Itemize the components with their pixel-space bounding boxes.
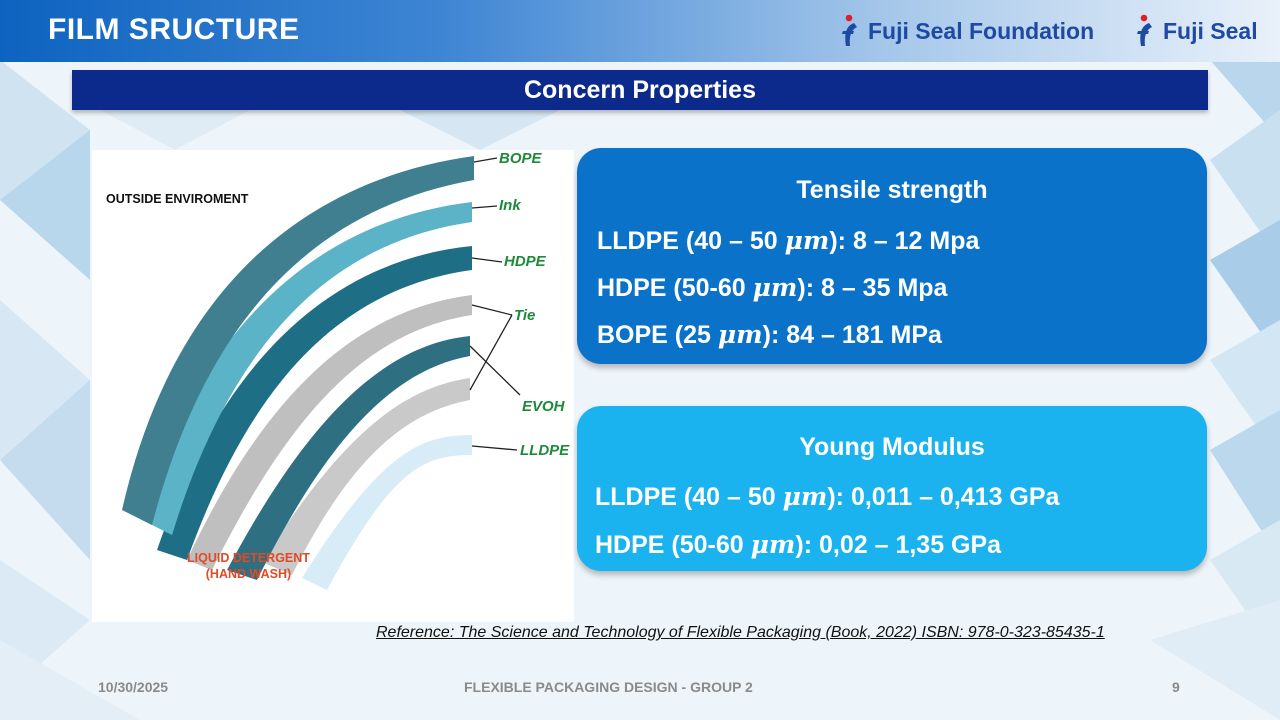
layer-label-evoh: EVOH [522,398,565,415]
liquid-detergent-label-line1: LIQUID DETERGENT [187,551,310,565]
layer-label-lldpe: LLDPE [520,442,570,459]
fuji-seal-mark-icon [1137,14,1152,46]
micrometer-unit: μm [782,482,828,511]
layer-bope [122,156,474,525]
layer-label-bope: BOPE [499,150,542,167]
fuji-seal-foundation-logo-text: Fuji Seal Foundation [868,17,1095,44]
tensile-line-hdpe: HDPE (50-60 μm): 8 – 35 Mpa [597,273,948,302]
tensile-line-lldpe: LLDPE (40 – 50 μm): 8 – 12 Mpa [597,226,980,255]
page-title: FILM SRUCTURE [48,13,300,46]
tensile-strength-panel: Tensile strength LLDPE (40 – 50 μm): 8 –… [577,148,1207,364]
header-bar: FILM SRUCTURE Fuji Seal Foundation Fuji … [0,0,1280,62]
film-layers-illustration [122,156,521,590]
layer-label-hdpe: HDPE [504,253,546,270]
footer-date: 10/30/2025 [98,679,169,695]
fuji-seal-foundation-logo: Fuji Seal Foundation [840,14,1094,48]
film-structure-diagram: OUTSIDE ENVIROMENT BOPE Ink HDPE Tie EVO… [92,150,574,622]
layer-hdpe [157,246,472,560]
layer-ink [142,202,472,535]
fuji-seal-mark-icon [842,14,857,46]
tensile-line-bope: BOPE (25 μm): 84 – 181 MPa [597,320,942,349]
young-line-lldpe: LLDPE (40 – 50 μm): 0,011 – 0,413 GPa [595,482,1060,511]
layer-label-tie: Tie [514,307,536,324]
fuji-seal-logo: Fuji Seal [1135,14,1258,48]
liquid-detergent-label-line2: (HAND WASH) [205,567,292,581]
layer-tie-lower [262,378,470,575]
reference-citation: Reference: The Science and Technology of… [376,624,1105,641]
micrometer-unit: μm [784,226,830,255]
layer-evoh [227,336,470,580]
tensile-strength-heading: Tensile strength [796,176,988,204]
micrometer-unit: μm [750,530,796,559]
micrometer-unit: μm [752,273,798,302]
layer-label-ink: Ink [499,197,521,214]
young-line-hdpe: HDPE (50-60 μm): 0,02 – 1,35 GPa [595,530,1002,559]
fuji-seal-logo-text: Fuji Seal [1163,17,1258,44]
outside-environment-label: OUTSIDE ENVIROMENT [106,192,249,206]
young-modulus-heading: Young Modulus [799,433,985,461]
layer-lldpe [302,435,472,590]
liquid-detergent-label: LIQUID DETERGENT (HAND WASH) [187,550,310,582]
young-modulus-panel: Young Modulus LLDPE (40 – 50 μm): 0,011 … [577,406,1207,571]
micrometer-unit: μm [717,320,763,349]
page-number: 9 [1172,679,1180,695]
layer-tie-upper [187,295,472,570]
footer-title: FLEXIBLE PACKAGING DESIGN - GROUP 2 [464,679,753,695]
section-title: Concern Properties [72,70,1208,110]
